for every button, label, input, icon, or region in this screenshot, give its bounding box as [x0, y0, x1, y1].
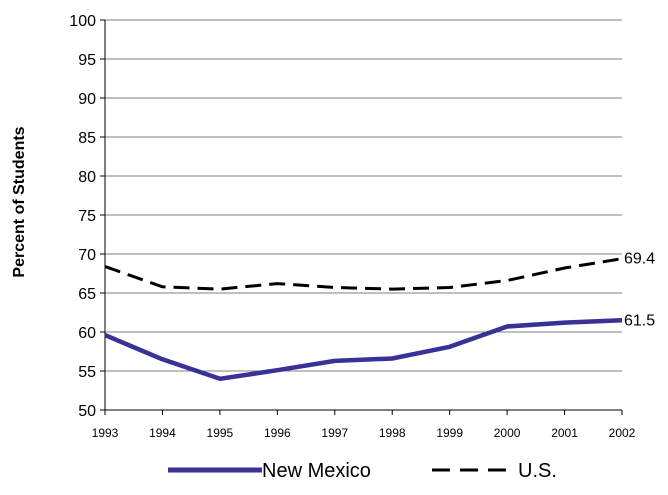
y-tick-label: 100	[69, 13, 96, 30]
x-tick-label: 1996	[264, 426, 291, 440]
y-tick-label: 65	[78, 286, 96, 303]
y-tick-label: 55	[78, 364, 96, 381]
x-tick-label: 1994	[149, 426, 176, 440]
y-tick-label: 75	[78, 208, 96, 225]
x-tick-label: 1993	[92, 426, 119, 440]
gridlines	[105, 19, 622, 372]
axes	[100, 19, 623, 415]
data-labels: 61.5 69.4	[624, 251, 655, 330]
y-tick-label: 80	[78, 169, 96, 186]
y-axis-title: Percent of Students	[11, 126, 28, 277]
x-tick-label: 1997	[321, 426, 348, 440]
y-tick-label: 85	[78, 130, 96, 147]
x-tick-label: 1998	[379, 426, 406, 440]
x-tick-label: 2001	[551, 426, 578, 440]
data-label-us: 69.4	[624, 251, 655, 268]
series-lines	[104, 257, 623, 382]
x-tick-label: 2002	[609, 426, 636, 440]
y-tick-label: 60	[78, 325, 96, 342]
y-tick-labels: 50 55 60 65 70 75 80 85 90 95 100	[69, 13, 96, 420]
legend: New Mexico U.S.	[168, 460, 557, 482]
x-tick-label: 1999	[436, 426, 463, 440]
legend-label-us: U.S.	[518, 460, 557, 482]
series-line-new-mexico	[104, 318, 623, 382]
x-tick-label: 1995	[207, 426, 234, 440]
y-tick-label: 95	[78, 52, 96, 69]
y-tick-label: 50	[78, 403, 96, 420]
series-line-us	[104, 257, 623, 291]
x-tick-label: 2000	[494, 426, 521, 440]
y-tick-label: 70	[78, 247, 96, 264]
y-tick-label: 90	[78, 91, 96, 108]
legend-label-new-mexico: New Mexico	[262, 460, 371, 482]
data-label-new-mexico: 61.5	[624, 312, 655, 329]
x-tick-labels: 1993 1994 1995 1996 1997 1998 1999 2000 2001 2002	[92, 426, 636, 440]
